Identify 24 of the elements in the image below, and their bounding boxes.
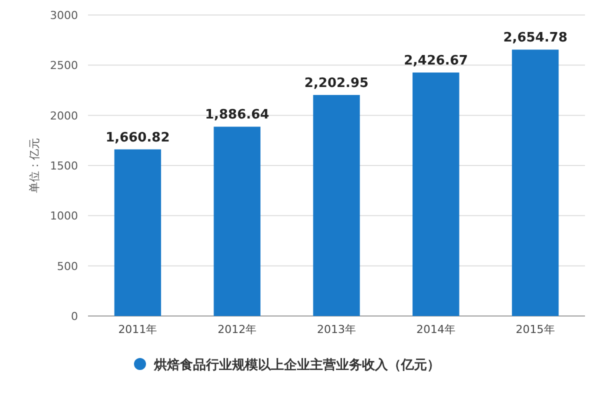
x-tick-label: 2012年 — [218, 323, 257, 336]
legend-label: 烘焙食品行业规模以上企业主营业务收入（亿元） — [153, 357, 440, 373]
data-label: 2,654.78 — [503, 30, 568, 46]
bar — [214, 126, 260, 316]
y-tick-label: 2500 — [50, 59, 78, 72]
data-label: 2,426.67 — [404, 54, 468, 69]
x-tick-label: 2014年 — [416, 323, 456, 336]
data-label: 1,886.64 — [205, 108, 270, 123]
y-tick-label: 1000 — [50, 210, 78, 223]
data-label: 1,660.82 — [106, 130, 170, 146]
x-tick-label: 2011年 — [118, 323, 158, 336]
y-tick-label: 3000 — [50, 9, 78, 22]
bar — [313, 94, 360, 316]
data-label: 2,202.95 — [304, 76, 369, 91]
y-axis-title: 单位：亿元 — [28, 138, 41, 193]
bar — [114, 149, 162, 316]
x-tick-label: 2015年 — [516, 323, 555, 336]
bar — [512, 50, 559, 316]
y-tick-label: 1500 — [50, 160, 78, 172]
y-tick-label: 0 — [71, 310, 78, 323]
x-tick-label: 2013年 — [317, 323, 356, 336]
y-tick-label: 500 — [57, 260, 78, 273]
y-tick-label: 2000 — [50, 109, 78, 122]
bar — [412, 72, 460, 316]
